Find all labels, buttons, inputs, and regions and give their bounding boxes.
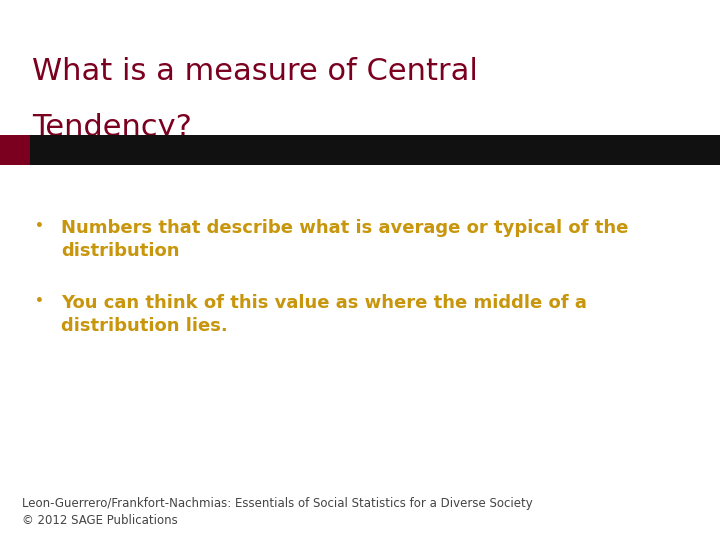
Text: You can think of this value as where the middle of a
distribution lies.: You can think of this value as where the… (61, 294, 587, 335)
Text: Tendency?: Tendency? (32, 113, 192, 143)
Text: Leon-Guerrero/Frankfort-Nachmias: Essentials of Social Statistics for a Diverse : Leon-Guerrero/Frankfort-Nachmias: Essent… (22, 496, 532, 526)
Text: What is a measure of Central: What is a measure of Central (32, 57, 478, 86)
Text: Numbers that describe what is average or typical of the
distribution: Numbers that describe what is average or… (61, 219, 629, 260)
Text: •: • (35, 219, 44, 233)
Bar (0, 135, 30, 165)
Text: •: • (35, 294, 44, 308)
Bar (30, 135, 720, 165)
